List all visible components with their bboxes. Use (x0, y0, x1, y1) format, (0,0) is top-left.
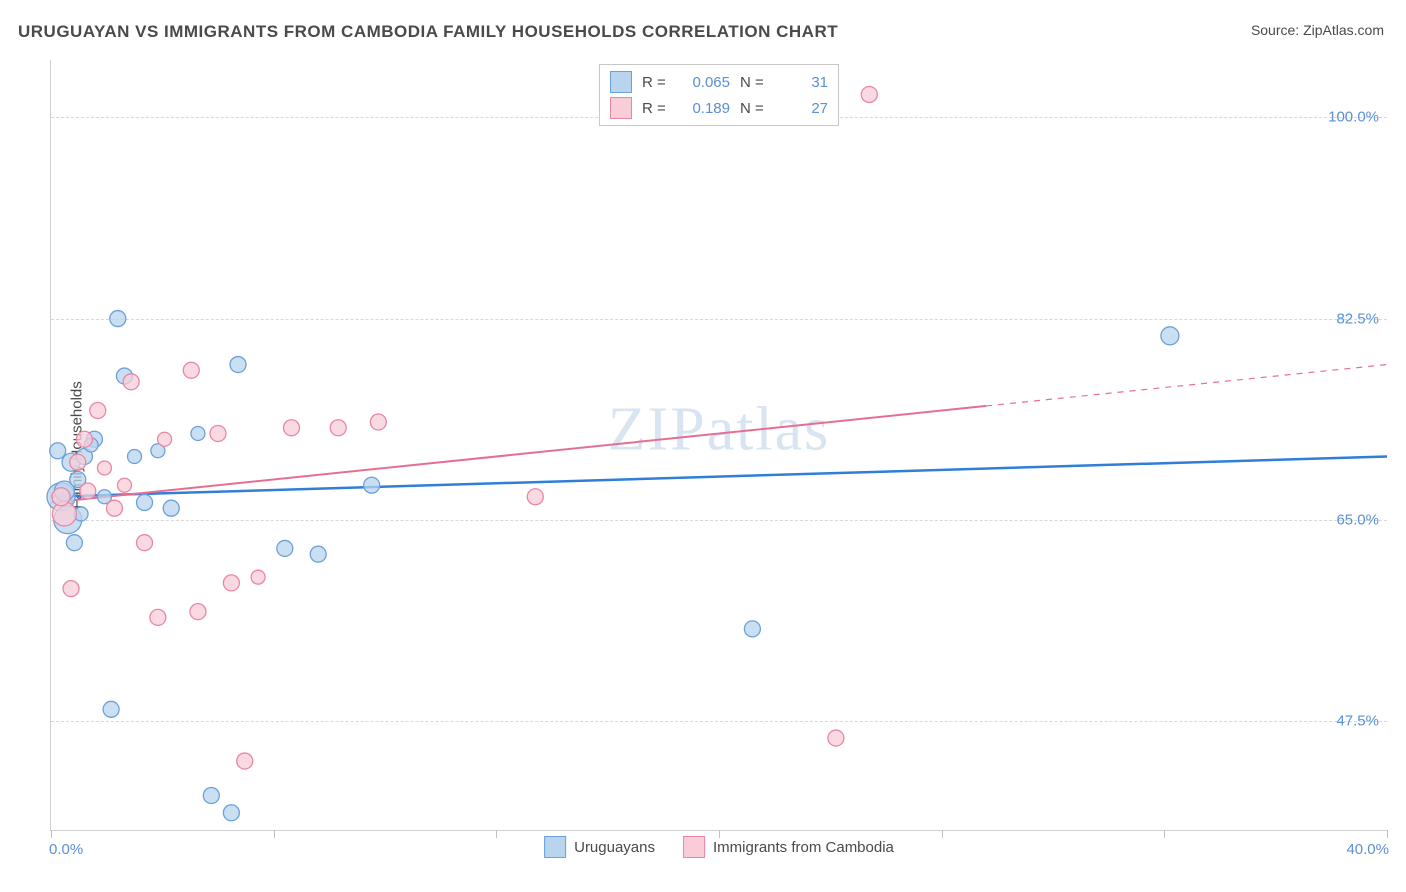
legend-swatch-bottom-1 (544, 836, 566, 858)
scatter-point (210, 426, 226, 442)
legend-top: R = 0.065 N = 31 R = 0.189 N = 27 (599, 64, 839, 126)
plot-area: Family Households ZIPatlas 47.5%65.0%82.… (50, 60, 1387, 831)
scatter-point (90, 403, 106, 419)
xtick (496, 830, 497, 838)
scatter-point (163, 500, 179, 516)
legend-r-label-1: R = (642, 74, 670, 91)
scatter-point (277, 540, 293, 556)
scatter-point (128, 449, 142, 463)
xtick (274, 830, 275, 838)
scatter-point (251, 570, 265, 584)
scatter-point (203, 788, 219, 804)
scatter-point (80, 483, 96, 499)
scatter-point (123, 374, 139, 390)
legend-r-value-1: 0.065 (680, 74, 730, 91)
scatter-point (828, 730, 844, 746)
scatter-point (190, 604, 206, 620)
chart-container: URUGUAYAN VS IMMIGRANTS FROM CAMBODIA FA… (0, 0, 1406, 892)
scatter-point (310, 546, 326, 562)
xtick (1387, 830, 1388, 838)
scatter-point (283, 420, 299, 436)
legend-row-series2: R = 0.189 N = 27 (610, 95, 828, 121)
legend-n-value-1: 31 (778, 74, 828, 91)
scatter-point (527, 489, 543, 505)
legend-swatch-bottom-2 (683, 836, 705, 858)
scatter-point (76, 431, 92, 447)
scatter-point (183, 362, 199, 378)
scatter-point (1161, 327, 1179, 345)
legend-swatch-series1 (610, 71, 632, 93)
chart-title: URUGUAYAN VS IMMIGRANTS FROM CAMBODIA FA… (18, 22, 838, 42)
scatter-point (223, 805, 239, 821)
scatter-point (191, 427, 205, 441)
scatter-point (117, 478, 131, 492)
scatter-point (52, 488, 70, 506)
scatter-point (744, 621, 760, 637)
scatter-point (330, 420, 346, 436)
scatter-point (230, 357, 246, 373)
scatter-points-layer (51, 60, 1387, 830)
legend-row-series1: R = 0.065 N = 31 (610, 69, 828, 95)
scatter-point (66, 535, 82, 551)
xtick (51, 830, 52, 838)
legend-bottom-label-2: Immigrants from Cambodia (713, 839, 894, 856)
scatter-point (137, 535, 153, 551)
scatter-point (861, 86, 877, 102)
scatter-point (150, 609, 166, 625)
legend-bottom-item-1: Uruguayans (544, 836, 655, 858)
legend-swatch-series2 (610, 97, 632, 119)
scatter-point (97, 461, 111, 475)
scatter-point (158, 432, 172, 446)
scatter-point (237, 753, 253, 769)
scatter-point (50, 443, 66, 459)
scatter-point (106, 500, 122, 516)
legend-bottom-label-1: Uruguayans (574, 839, 655, 856)
x-axis-max-label: 40.0% (1346, 841, 1389, 858)
xtick (942, 830, 943, 838)
legend-r-label-2: R = (642, 100, 670, 117)
scatter-point (110, 311, 126, 327)
legend-r-value-2: 0.189 (680, 100, 730, 117)
scatter-point (364, 477, 380, 493)
legend-bottom-item-2: Immigrants from Cambodia (683, 836, 894, 858)
legend-n-value-2: 27 (778, 100, 828, 117)
scatter-point (223, 575, 239, 591)
legend-n-label-2: N = (740, 100, 768, 117)
legend-n-label-1: N = (740, 74, 768, 91)
legend-bottom: Uruguayans Immigrants from Cambodia (544, 836, 894, 858)
source-attribution: Source: ZipAtlas.com (1251, 22, 1384, 38)
scatter-point (70, 454, 86, 470)
scatter-point (137, 494, 153, 510)
scatter-point (63, 581, 79, 597)
x-axis-min-label: 0.0% (49, 841, 83, 858)
scatter-point (370, 414, 386, 430)
scatter-point (103, 701, 119, 717)
xtick (1164, 830, 1165, 838)
